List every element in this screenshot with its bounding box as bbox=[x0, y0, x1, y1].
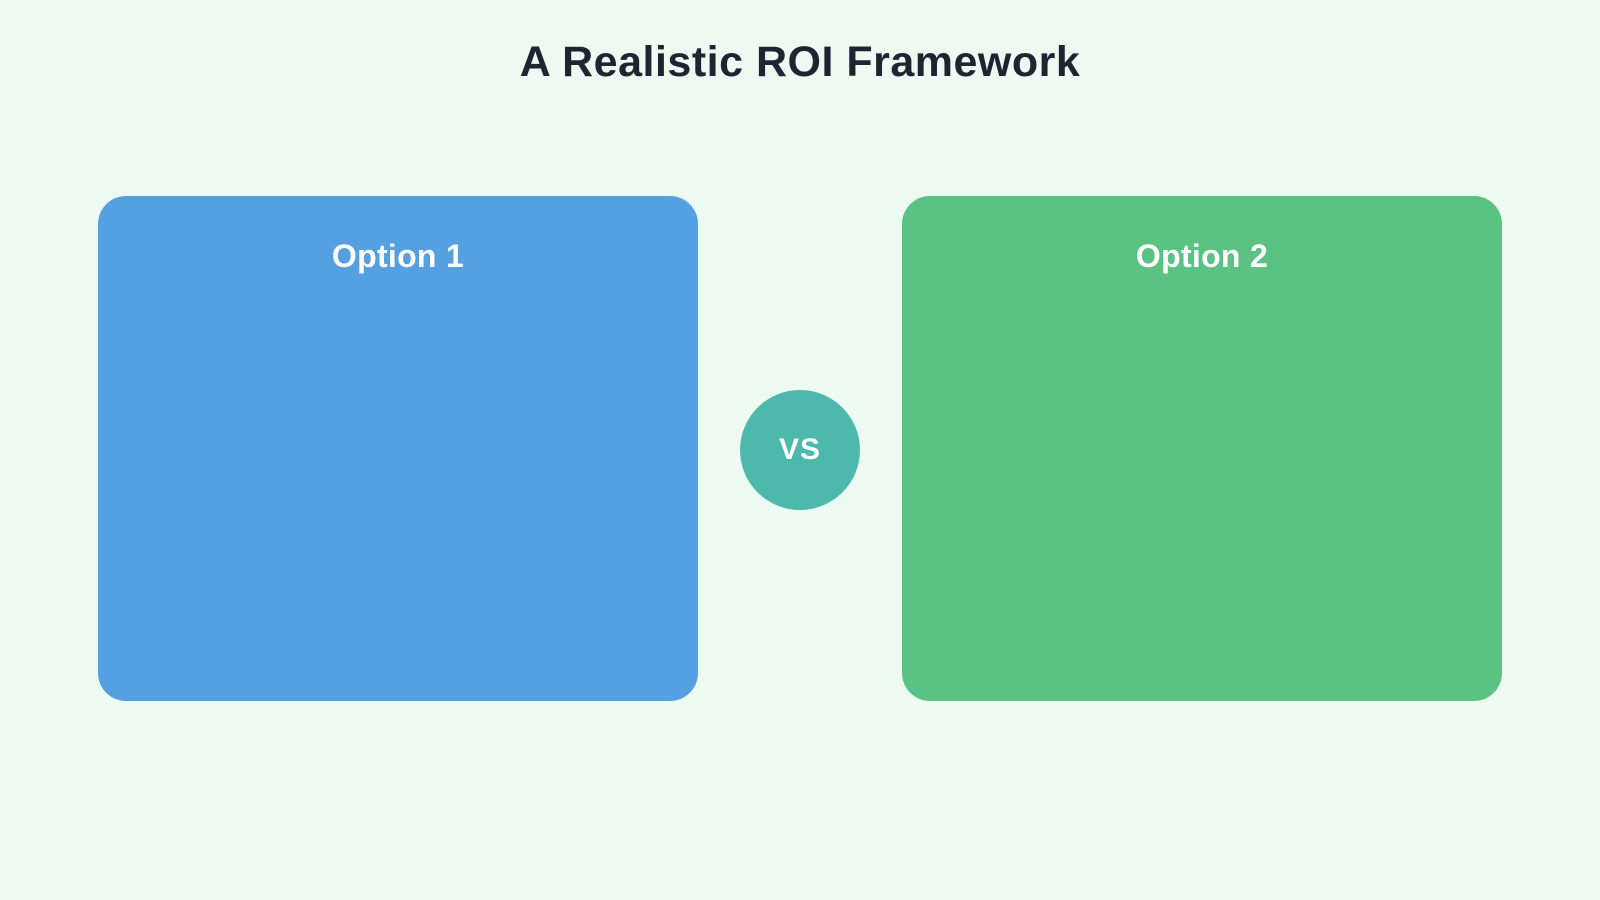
option-1-label: Option 1 bbox=[331, 238, 465, 274]
page-title: A Realistic ROI Framework bbox=[519, 38, 1081, 86]
option-2-label: Option 2 bbox=[1135, 238, 1269, 274]
vs-badge-label: VS bbox=[778, 433, 822, 466]
option-1-card: Option 1 bbox=[98, 196, 698, 701]
vs-badge: VS bbox=[740, 390, 860, 510]
option-2-card: Option 2 bbox=[902, 196, 1502, 701]
